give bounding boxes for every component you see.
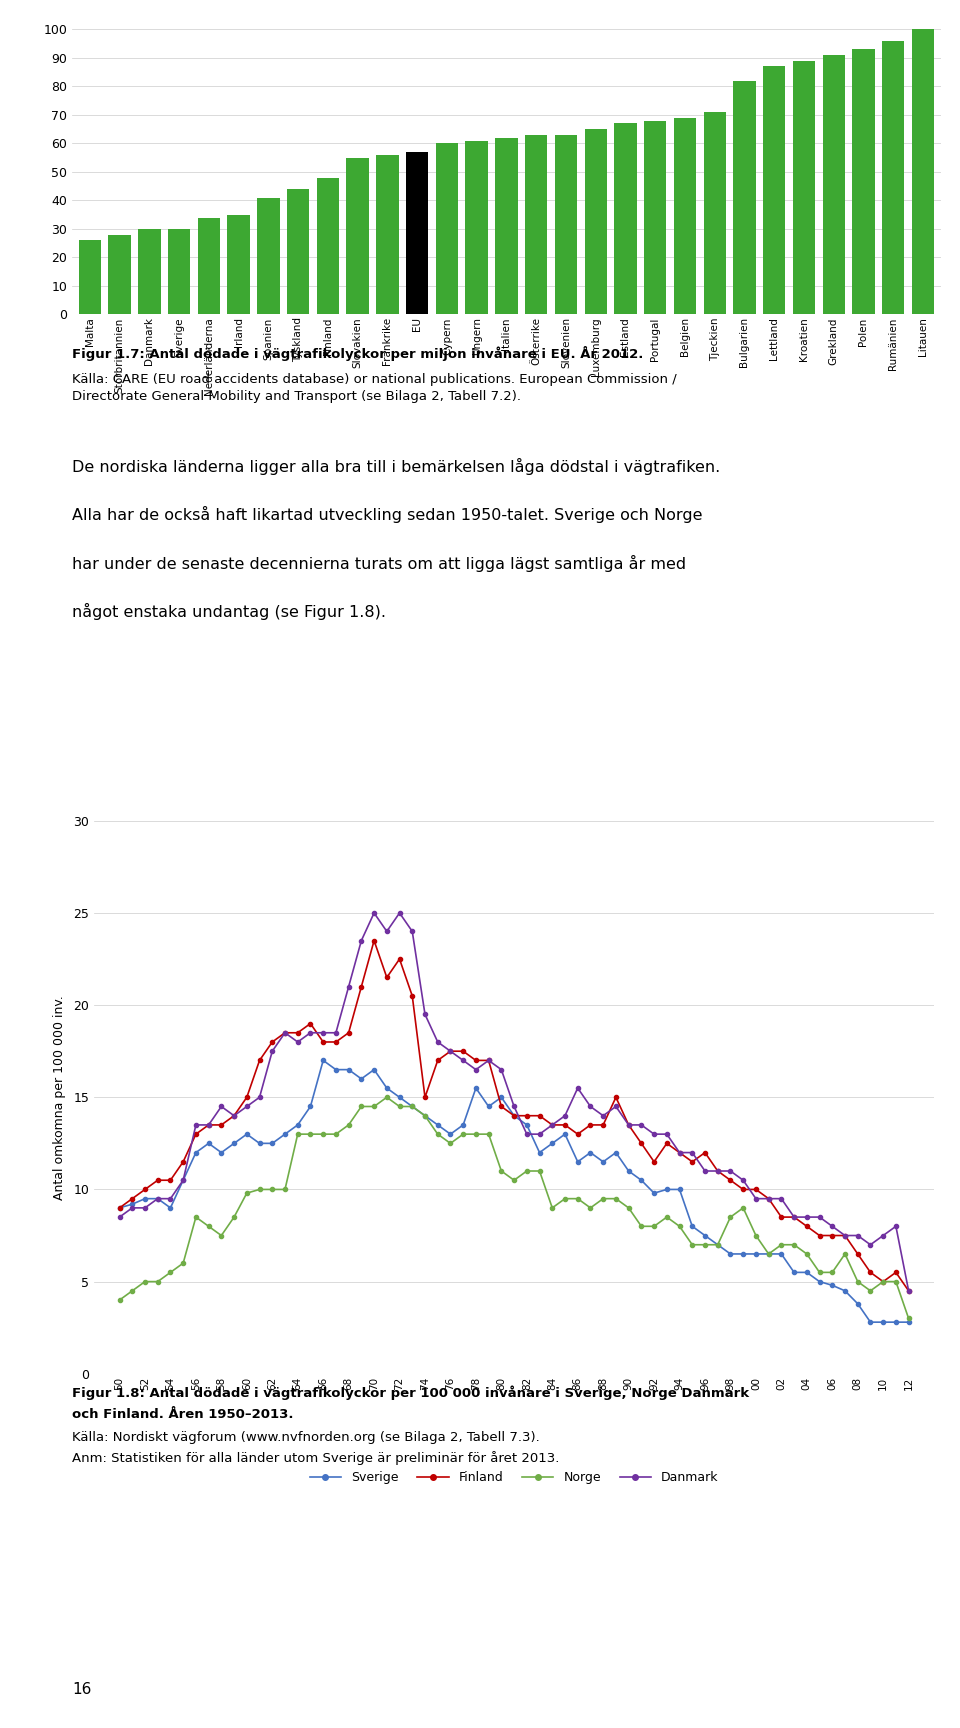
Bar	[198, 218, 220, 314]
Danmark	[521, 1123, 533, 1144]
Danmark	[495, 1059, 507, 1080]
Finland	[674, 1142, 685, 1163]
Finland	[902, 1280, 914, 1301]
Y-axis label: Antal omkomna per 100 000 inv.: Antal omkomna per 100 000 inv.	[54, 995, 66, 1199]
Norge	[355, 1096, 367, 1116]
Line: Finland: Finland	[117, 938, 911, 1293]
Norge	[330, 1123, 342, 1144]
Bar	[525, 135, 547, 314]
Bar	[287, 188, 309, 314]
Text: 16: 16	[72, 1681, 91, 1697]
Sverige	[521, 1115, 533, 1135]
Danmark	[674, 1142, 685, 1163]
Line: Danmark: Danmark	[117, 911, 911, 1293]
Text: Figur 1.7: Antal dödade i vägtrafikolyckor per miljon invånare i EU. År 2012.: Figur 1.7: Antal dödade i vägtrafikolyck…	[72, 346, 643, 361]
Bar	[168, 230, 190, 314]
Bar	[108, 235, 131, 314]
Danmark	[355, 930, 367, 950]
Sverige	[114, 1198, 126, 1218]
Bar	[466, 140, 488, 314]
Text: Källa: Nordiskt vägforum (www.nvfnorden.org (se Bilaga 2, Tabell 7.3).: Källa: Nordiskt vägforum (www.nvfnorden.…	[72, 1431, 540, 1445]
Norge	[902, 1308, 914, 1329]
Danmark	[902, 1280, 914, 1301]
Sverige	[343, 1059, 354, 1080]
Norge	[521, 1161, 533, 1182]
Sverige	[890, 1312, 901, 1332]
Bar	[882, 41, 904, 314]
Bar	[793, 60, 815, 314]
Bar	[644, 121, 666, 314]
Danmark	[330, 1023, 342, 1044]
Bar	[347, 157, 369, 314]
Finland	[355, 976, 367, 997]
Sverige	[674, 1178, 685, 1199]
Finland	[369, 930, 380, 950]
Bar	[495, 138, 517, 314]
Bar	[257, 197, 279, 314]
Sverige	[318, 1051, 329, 1071]
Bar	[614, 123, 636, 314]
Sverige	[495, 1087, 507, 1108]
Bar	[555, 135, 577, 314]
Text: Källa: CARE (EU road accidents database) or national publications. European Comm: Källa: CARE (EU road accidents database)…	[72, 373, 677, 403]
Bar	[436, 143, 458, 314]
Sverige	[902, 1312, 914, 1332]
Bar	[912, 29, 934, 314]
Norge	[381, 1087, 393, 1108]
Bar	[79, 240, 101, 314]
Bar	[376, 156, 398, 314]
Norge	[890, 1272, 901, 1293]
Norge	[674, 1217, 685, 1237]
Text: något enstaka undantag (se Figur 1.8).: något enstaka undantag (se Figur 1.8).	[72, 603, 386, 620]
Text: De nordiska länderna ligger alla bra till i bemärkelsen låga dödstal i vägtrafik: De nordiska länderna ligger alla bra til…	[72, 458, 720, 475]
Text: Figur 1.8: Antal dödade i vägtrafikolyckor per 100 000 invånare i Sverige, Norge: Figur 1.8: Antal dödade i vägtrafikolyck…	[72, 1386, 749, 1400]
Bar	[704, 112, 726, 314]
Sverige	[865, 1312, 876, 1332]
Danmark	[369, 902, 380, 923]
Danmark	[890, 1217, 901, 1237]
Bar	[585, 130, 607, 314]
Norge	[495, 1161, 507, 1182]
Bar	[733, 81, 756, 314]
Finland	[330, 1032, 342, 1052]
Bar	[406, 152, 428, 314]
Bar	[138, 230, 160, 314]
Bar	[823, 55, 845, 314]
Finland	[890, 1261, 901, 1282]
Text: och Finland. Åren 1950–2013.: och Finland. Åren 1950–2013.	[72, 1408, 294, 1422]
Line: Norge: Norge	[117, 1096, 911, 1320]
Bar	[228, 214, 250, 314]
Text: har under de senaste decennierna turats om att ligga lägst samtliga år med: har under de senaste decennierna turats …	[72, 555, 686, 572]
Danmark	[114, 1206, 126, 1227]
Finland	[521, 1106, 533, 1127]
Text: Alla har de också haft likartad utveckling sedan 1950-talet. Sverige och Norge: Alla har de också haft likartad utveckli…	[72, 506, 703, 524]
Bar	[763, 66, 785, 314]
Line: Sverige: Sverige	[117, 1058, 911, 1324]
Bar	[317, 178, 339, 314]
Finland	[114, 1198, 126, 1218]
Text: Anm: Statistiken för alla länder utom Sverige är preliminär för året 2013.: Anm: Statistiken för alla länder utom Sv…	[72, 1452, 560, 1465]
Bar	[674, 118, 696, 314]
Bar	[852, 50, 875, 314]
Norge	[114, 1289, 126, 1310]
Finland	[495, 1096, 507, 1116]
Sverige	[369, 1059, 380, 1080]
Legend: Sverige, Finland, Norge, Danmark: Sverige, Finland, Norge, Danmark	[304, 1465, 724, 1490]
